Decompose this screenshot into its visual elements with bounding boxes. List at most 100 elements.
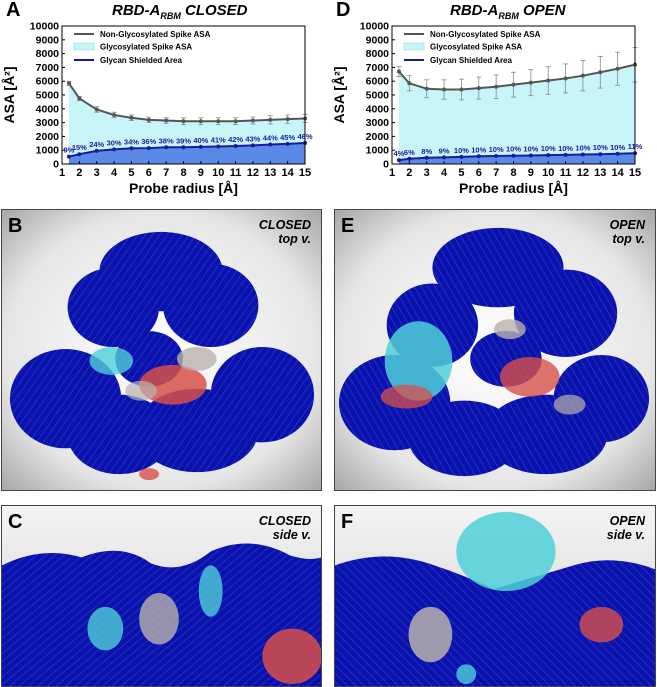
panel-letter-e: E <box>341 215 355 237</box>
percent-label: 10% <box>523 144 538 153</box>
legend-label: Glycan Shielded Area <box>430 56 513 65</box>
percent-label: 4% <box>394 149 405 158</box>
nonglycosylated-point <box>459 87 464 92</box>
nonglycosylated-point <box>396 69 401 74</box>
nonglycosylated-point <box>598 70 603 75</box>
x-tick-label: 4 <box>441 167 448 179</box>
shielded-point <box>459 154 464 159</box>
shielded-point <box>94 148 99 153</box>
x-axis-label: Probe radius [Å] <box>129 180 238 196</box>
x-tick-label: 9 <box>528 167 534 179</box>
title-subscript: RBM <box>160 11 181 21</box>
shielded-point <box>476 154 481 159</box>
glycan-render-closed-side <box>2 506 321 686</box>
legend-swatch-glycosylated <box>73 42 95 51</box>
nonglycosylated-point <box>511 82 516 87</box>
x-tick-label: 3 <box>94 167 100 179</box>
mol-panel-open-side: F OPEN side v. <box>334 505 656 687</box>
view-type-label: side v. <box>606 528 645 543</box>
nonglycosylated-point <box>546 78 551 83</box>
shielded-point <box>546 153 551 158</box>
x-tick-label: 5 <box>458 167 464 179</box>
view-label: OPEN top v. <box>610 218 645 247</box>
x-tick-label: 15 <box>299 167 311 179</box>
x-tick-label: 7 <box>493 167 499 179</box>
x-tick-label: 3 <box>424 167 430 179</box>
title-suffix: OPEN <box>518 2 566 19</box>
x-tick-label: 6 <box>476 167 482 179</box>
percent-label: 8% <box>421 147 432 156</box>
shielded-point <box>181 145 186 150</box>
x-tick-label: 10 <box>542 167 554 179</box>
title-main: RBD-A <box>112 2 161 19</box>
x-tick-label: 5 <box>128 167 134 179</box>
percent-label: 41% <box>211 135 226 144</box>
y-tick-label: 0 <box>53 159 59 171</box>
percent-label: 42% <box>228 135 243 144</box>
panel-letter-f: F <box>341 511 354 533</box>
shielded-area <box>68 143 305 164</box>
shielded-point <box>66 154 71 159</box>
x-axis-label: Probe radius [Å] <box>459 180 568 196</box>
percent-label: 15% <box>72 143 87 152</box>
percent-label: 24% <box>89 140 104 149</box>
percent-label: 10% <box>471 145 486 154</box>
glycan-render-open-top <box>335 210 655 490</box>
shielded-point <box>164 145 169 150</box>
x-tick-label: 14 <box>612 167 625 179</box>
nonglycosylated-point <box>494 84 499 89</box>
shielded-point <box>112 147 117 152</box>
shielded-point <box>598 152 603 157</box>
y-tick-label: 0 <box>383 159 389 171</box>
asa-chart-closed: 9%15% 24% 30% 34% 36% 38% 39% 40% 41% 42% 43% 44% 45… <box>1 21 313 197</box>
y-tick-label: 9000 <box>36 34 60 46</box>
nonglycosylated-point <box>77 96 82 101</box>
nonglycosylated-point <box>442 87 447 92</box>
shielded-point <box>285 141 290 146</box>
x-tick-label: 1 <box>389 167 395 179</box>
title-subscript: RBM <box>498 11 519 21</box>
legend-label: Non-Glycosylated Spike ASA <box>100 30 211 39</box>
y-tick-label: 2000 <box>36 131 60 143</box>
glycosylated-area <box>398 64 635 164</box>
y-tick-label: 8000 <box>366 48 390 60</box>
y-tick-label: 6000 <box>36 76 60 88</box>
shielded-point <box>494 153 499 158</box>
shielded-point <box>511 153 516 158</box>
legend-label: Glycosylated Spike ASA <box>100 43 192 52</box>
percent-label: 39% <box>176 136 191 145</box>
legend-swatch-glycosylated <box>403 42 425 51</box>
view-label: CLOSED side v. <box>259 514 311 543</box>
shielded-point <box>129 146 134 151</box>
panel-letter-b: B <box>8 215 23 237</box>
percent-label: 45% <box>280 133 295 142</box>
title-suffix: CLOSED <box>180 2 248 19</box>
nonglycosylated-point <box>198 119 203 124</box>
y-tick-label: 10000 <box>360 21 389 33</box>
nonglycosylated-point <box>528 80 533 85</box>
percent-label: 9% <box>64 146 75 155</box>
view-type-label: top v. <box>612 232 645 247</box>
shielded-point <box>396 158 401 163</box>
y-tick-label: 1000 <box>366 145 390 157</box>
y-tick-label: 7000 <box>36 62 60 74</box>
panel-letter-a: A <box>6 0 21 21</box>
percent-label: 10% <box>575 143 590 152</box>
x-tick-label: 8 <box>510 167 516 179</box>
mol-panel-open-top: E OPEN top v. <box>334 209 656 491</box>
y-tick-label: 5000 <box>36 90 60 102</box>
percent-label: 10% <box>593 143 608 152</box>
panel-letter-d: D <box>336 0 351 21</box>
shielded-point <box>198 144 203 149</box>
nonglycosylated-point <box>268 117 273 122</box>
x-tick-label: 2 <box>406 167 412 179</box>
nonglycosylated-point <box>66 81 71 86</box>
y-tick-label: 10000 <box>30 21 59 33</box>
nonglycosylated-point <box>250 118 255 123</box>
percent-label: 36% <box>141 137 156 146</box>
x-tick-label: 11 <box>560 167 572 179</box>
panel-letter-c: C <box>8 511 23 533</box>
x-tick-label: 1 <box>59 167 65 179</box>
nonglycosylated-point <box>112 113 117 118</box>
view-type-label: top v. <box>278 232 311 247</box>
